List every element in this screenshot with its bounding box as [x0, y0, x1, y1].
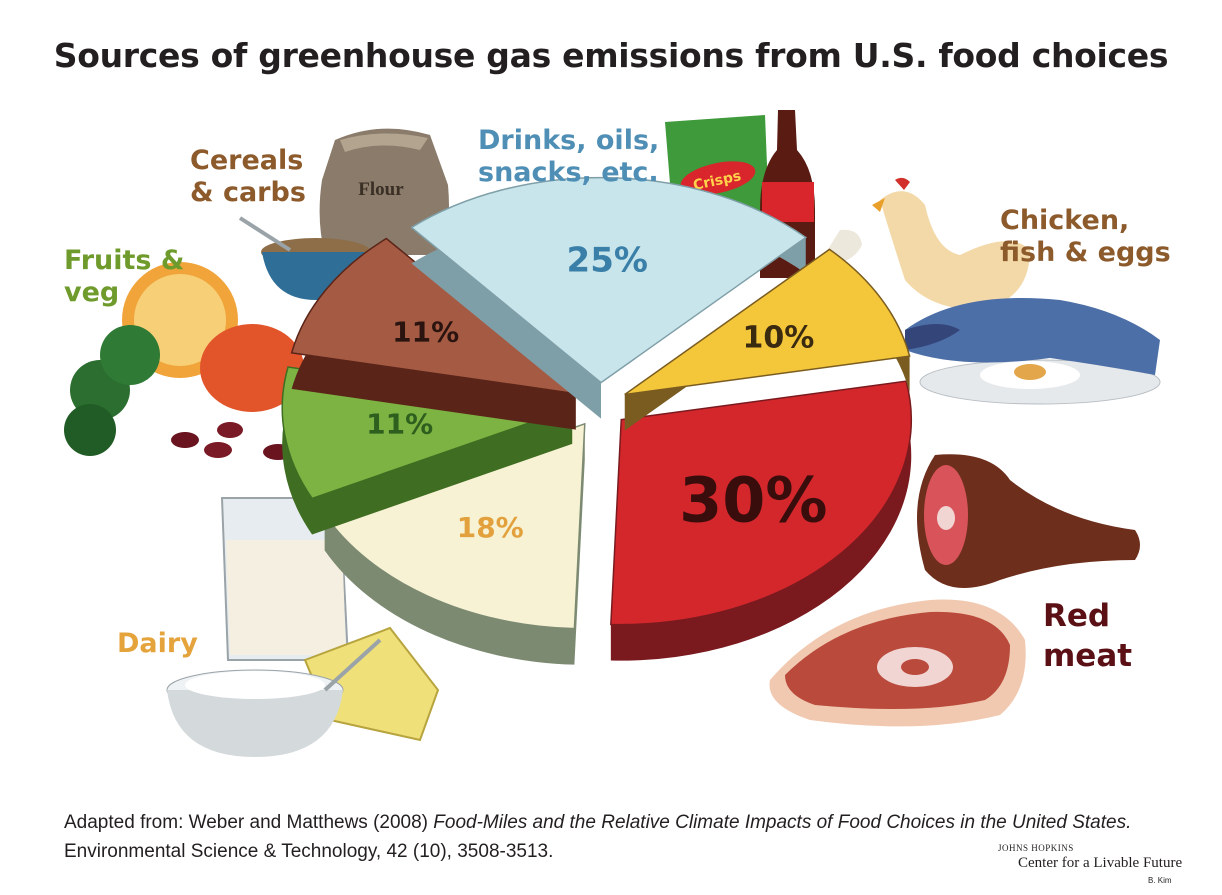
fruits-veg-icon — [64, 262, 304, 460]
red-meat-icon — [769, 454, 1140, 727]
pie-slice-side — [610, 381, 912, 661]
credit-center: Center for a Livable Future — [1018, 855, 1183, 871]
label-redmeat-line1: Red — [1043, 598, 1111, 634]
label-cereals-carbs: Cereals & carbs — [190, 145, 306, 209]
dairy-icon — [166, 497, 440, 757]
label-redmeat-line2: meat — [1043, 638, 1133, 674]
pie-slice-red-meat: 30% — [610, 380, 912, 661]
pie-slice-top — [410, 176, 808, 384]
source-prefix: Adapted from: Weber and Matthews (2008) — [64, 812, 434, 833]
pie-slice-percent-label: 25% — [567, 241, 648, 281]
label-fruits-line1: Fruits & — [64, 245, 185, 276]
pie-slices: 30% 18% 11% 11% 25% 10% — [281, 176, 912, 665]
source-title: Food-Miles and the Relative Climate Impa… — [433, 812, 1132, 833]
pie-slice-top — [323, 422, 586, 630]
pie-slice-side — [411, 177, 806, 419]
label-red-meat: Red meat — [1043, 596, 1132, 676]
label-cereals-line1: Cereals — [190, 145, 304, 176]
pie-slice-side — [282, 367, 573, 535]
label-fruits-line2: veg — [64, 277, 120, 308]
pie-slice-percent-label: 18% — [457, 511, 524, 544]
label-cereals-line2: & carbs — [190, 177, 306, 208]
source-suffix: Environmental Science & Technology, 42 (… — [64, 841, 554, 862]
pie-slice-percent-label: 11% — [366, 407, 433, 440]
pie-slice-side — [324, 423, 585, 665]
flour-label: Flour — [358, 179, 404, 200]
fish-icon — [905, 298, 1161, 405]
pie-slice-drinks-oils-snacks-etc: 25% — [410, 176, 808, 419]
label-drinks-line2: snacks, etc. — [478, 157, 659, 188]
pie-slice-percent-label: 30% — [679, 463, 827, 536]
flour-sack-icon: Flour — [319, 128, 449, 255]
pie-slice-dairy: 18% — [323, 422, 586, 665]
label-fruits-veg: Fruits & veg — [64, 245, 184, 309]
chicken-icon — [872, 177, 1030, 310]
source-citation: Adapted from: Weber and Matthews (2008) … — [64, 808, 1164, 866]
credit-org: JOHNS HOPKINS — [998, 843, 1074, 853]
pie-slice-chicken-fish-eggs: 10% — [624, 248, 911, 431]
label-dairy: Dairy — [117, 628, 198, 659]
pie-slice-top — [624, 248, 911, 396]
pie-slice-percent-label: 11% — [392, 315, 459, 348]
label-drinks-oils-snacks: Drinks, oils, snacks, etc. — [478, 125, 659, 189]
pie-slice-top — [610, 380, 912, 626]
credit-author: B. Kim — [1148, 876, 1172, 885]
label-chicken-line1: Chicken, — [1000, 205, 1130, 236]
pie-slice-percent-label: 10% — [743, 320, 815, 355]
chart-title: Sources of greenhouse gas emissions from… — [53, 36, 1169, 75]
label-drinks-line1: Drinks, oils, — [478, 125, 660, 156]
pie-slice-cereals-carbs: 11% — [290, 237, 579, 430]
label-chicken-line2: fish & eggs — [1000, 237, 1171, 268]
pie-slice-top — [290, 237, 579, 395]
label-chicken-fish-eggs: Chicken, fish & eggs — [1000, 205, 1171, 269]
